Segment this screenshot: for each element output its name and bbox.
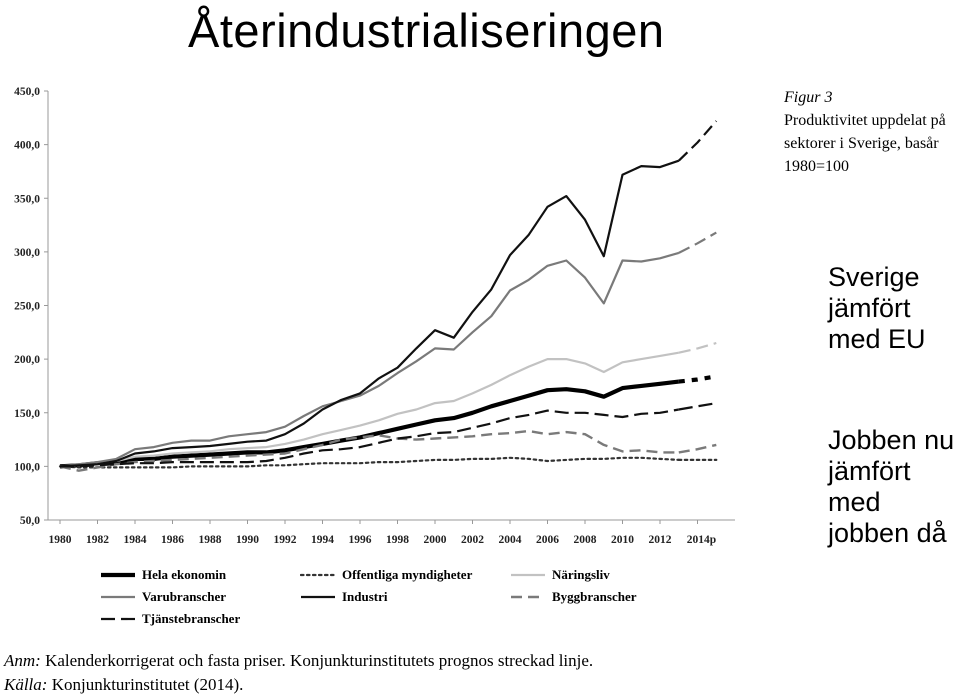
- figure-caption: Figur 3 Produktivitet uppdelat på sektor…: [784, 86, 960, 178]
- series-tj-nstebranscher: [60, 402, 717, 468]
- x-tick-label: 1980: [49, 534, 72, 546]
- series-forecast-line: [678, 341, 717, 354]
- legend-item: Tjänstebranscher: [100, 609, 240, 629]
- series-line: [60, 408, 679, 468]
- y-tick-label: 250,0: [14, 301, 40, 313]
- y-tick-label: 400,0: [14, 140, 40, 152]
- legend-label: Industri: [342, 589, 388, 604]
- legend-swatch: [300, 573, 336, 577]
- x-tick-label: 2012: [649, 534, 672, 546]
- series-forecast-line: [678, 402, 717, 411]
- y-tick-label: 150,0: [14, 408, 40, 420]
- x-tick-label: 1990: [236, 534, 259, 546]
- legend-label: Varubranscher: [142, 589, 227, 604]
- note-text: Kalenderkorrigerat och fasta priser. Kon…: [45, 651, 594, 670]
- series-varubranscher: [59, 231, 717, 468]
- figure-label: Figur 3: [784, 89, 833, 106]
- series-line: [59, 251, 680, 468]
- series-layer: [58, 120, 718, 472]
- legend-swatch: [101, 595, 135, 599]
- y-tick-label: 50,0: [20, 515, 40, 527]
- footnote-source: Källa: Konjunkturinstitutet (2014).: [4, 673, 593, 697]
- series-offentliga-myndigheter: [58, 456, 718, 469]
- x-tick-label: 2014p: [687, 534, 716, 546]
- series-forecast-line: [678, 120, 718, 162]
- legend-swatch: [301, 595, 335, 599]
- x-tick-label: 1986: [161, 534, 184, 546]
- x-tick-label: 1984: [124, 534, 147, 546]
- x-tick-label: 2000: [424, 534, 447, 546]
- series-line: [58, 456, 680, 469]
- legend-item: Industri: [300, 587, 388, 607]
- x-tick-label: 1998: [386, 534, 409, 546]
- legend-swatch: [101, 572, 135, 578]
- legend-item: Näringsliv: [510, 565, 610, 585]
- legend-item: Hela ekonomin: [100, 565, 226, 585]
- y-tick-label: 300,0: [14, 247, 40, 259]
- footnote-note: Anm: Kalenderkorrigerat och fasta priser…: [4, 649, 593, 673]
- legend-label: Hela ekonomin: [142, 567, 227, 582]
- legend-label: Näringsliv: [552, 567, 610, 582]
- side-text-eu: Sverige jämfört med EU: [828, 262, 926, 354]
- legend-label: Tjänstebranscher: [142, 611, 241, 626]
- series-line: [59, 351, 679, 468]
- legend-swatch: [511, 595, 545, 599]
- source-label: Källa:: [4, 675, 48, 694]
- series-forecast-line: [678, 374, 717, 384]
- axis-layer: 50,0 100,0 150,0 200,0 250,0 300,0 350,0 400,0 4…: [14, 86, 735, 546]
- x-tick-label: 1992: [274, 534, 297, 546]
- series-line: [59, 159, 680, 468]
- source-text: Konjunkturinstitutet (2014).: [51, 675, 244, 694]
- x-tick-label: 2008: [574, 534, 597, 546]
- x-tick-label: 1982: [86, 534, 109, 546]
- legend-label: Byggbranscher: [552, 589, 637, 604]
- y-tick-label: 450,0: [14, 86, 40, 98]
- x-tick-label: 2002: [461, 534, 484, 546]
- x-tick-label: 1988: [199, 534, 222, 546]
- y-tick-label: 350,0: [14, 193, 40, 205]
- legend-item: Varubranscher: [100, 587, 226, 607]
- footnote: Anm: Kalenderkorrigerat och fasta priser…: [4, 649, 593, 697]
- series-byggbranscher: [59, 429, 717, 472]
- x-tick-label: 2004: [499, 534, 522, 546]
- productivity-line-chart: 50,0 100,0 150,0 200,0 250,0 300,0 350,0 400,0 4…: [14, 86, 735, 546]
- figure-caption-text: Produktivitet uppdelat på sektorer i Sve…: [784, 112, 946, 175]
- legend-label: Offentliga myndigheter: [342, 567, 473, 582]
- series-forecast-line: [678, 443, 717, 454]
- y-tick-label: 200,0: [14, 354, 40, 366]
- series-forecast-line: [678, 231, 717, 254]
- series-n-ringsliv: [59, 341, 717, 468]
- legend-swatch: [511, 573, 545, 577]
- x-tick-label: 2010: [611, 534, 634, 546]
- side-text-jobs: Jobben nu jämfört med jobben då: [828, 425, 955, 548]
- x-tick-label: 2006: [536, 534, 559, 546]
- chart-legend: Hela ekonomin Offentliga myndigheter Närin…: [100, 565, 690, 631]
- x-tick-label: 1994: [311, 534, 334, 546]
- legend-swatch: [101, 617, 135, 621]
- legend-item: Offentliga myndigheter: [300, 565, 472, 585]
- y-tick-label: 100,0: [14, 461, 40, 473]
- series-line: [59, 429, 679, 472]
- note-label: Anm:: [4, 651, 41, 670]
- slide-title: Återindustrialiseringen: [188, 4, 665, 57]
- series-industri: [59, 120, 718, 468]
- x-tick-label: 1996: [349, 534, 372, 546]
- legend-item: Byggbranscher: [510, 587, 637, 607]
- series-hela-ekonomin: [59, 374, 717, 469]
